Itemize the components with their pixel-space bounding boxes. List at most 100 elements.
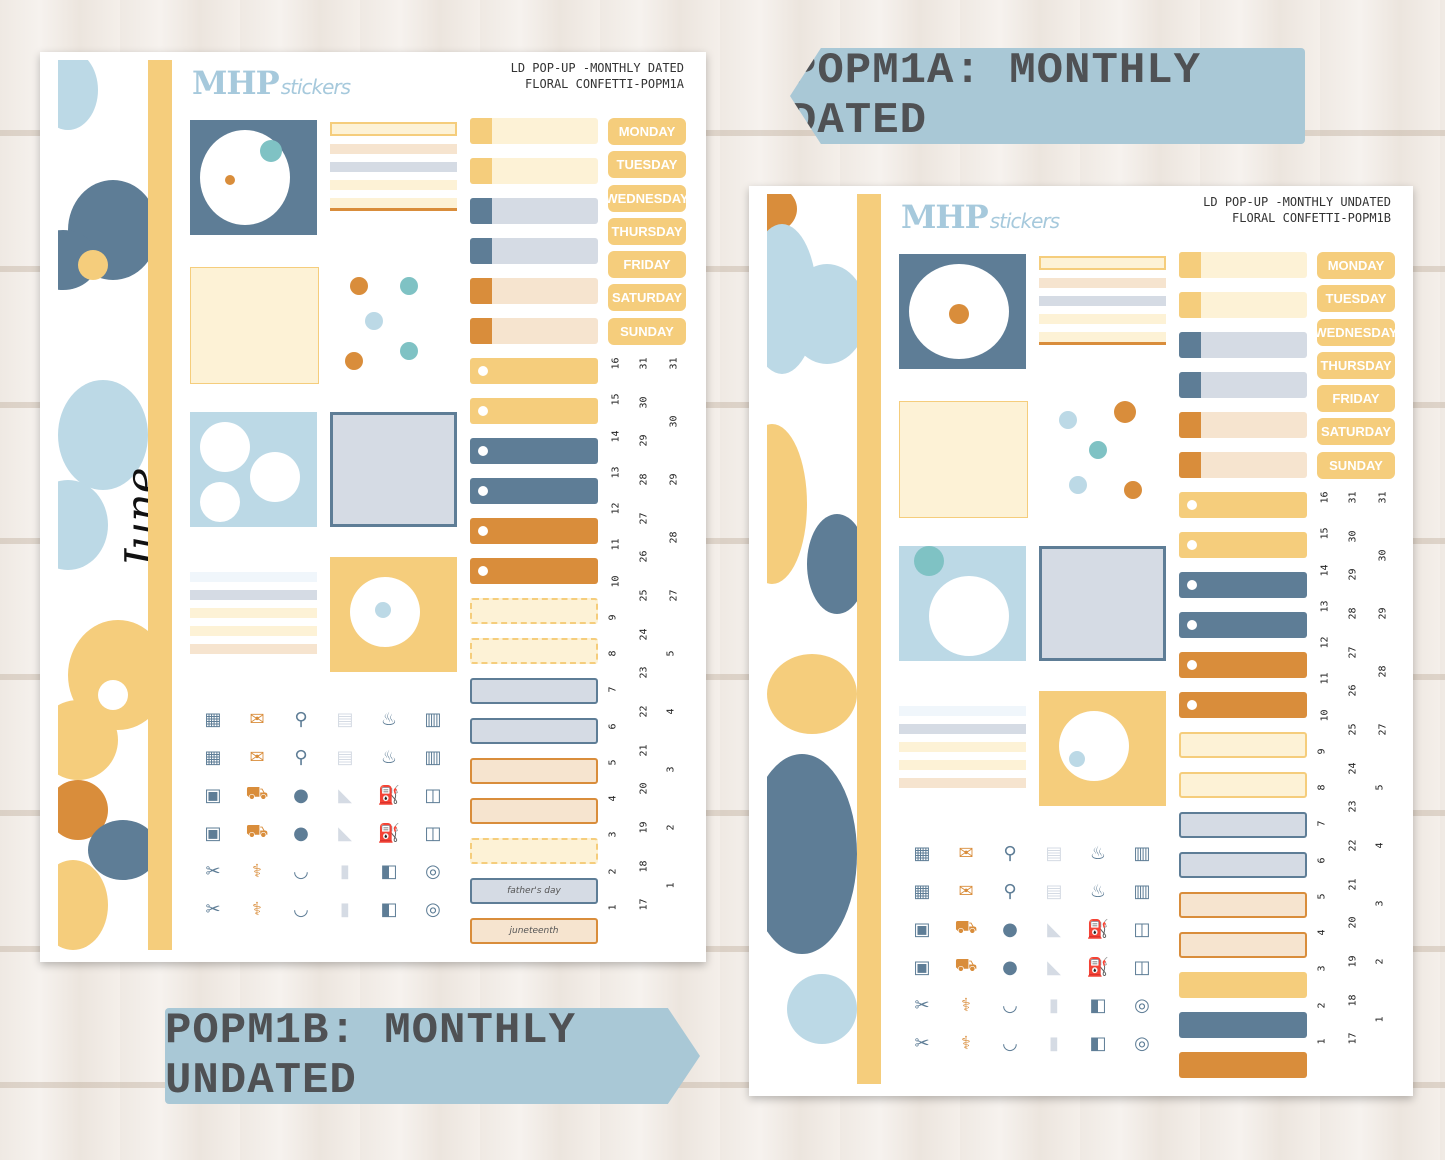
- scale-icon: ▣: [204, 784, 222, 806]
- day-label: THURSDAY: [1317, 351, 1395, 379]
- washer-icon: ◎: [425, 898, 441, 920]
- day-label: MONDAY: [608, 118, 686, 145]
- floral-box-confetti: [1039, 391, 1166, 506]
- book-icon: ▮: [340, 860, 350, 882]
- cart-icon: ⛟: [245, 783, 269, 804]
- striped-box-grey: [1039, 546, 1166, 661]
- luggage-icon: ◧: [380, 898, 398, 920]
- washer-icon: ◎: [425, 860, 441, 882]
- stripe-box-2: [190, 572, 317, 687]
- weekday-labels: MONDAY TUESDAY WEDNESDAY THURSDAY FRIDAY…: [1314, 252, 1398, 485]
- floral-box-yellow: [330, 557, 457, 672]
- date-number: 29: [1347, 568, 1359, 581]
- day-label: FRIDAY: [1317, 385, 1395, 413]
- date-number: 23: [638, 666, 650, 679]
- floral-sidebar: [767, 194, 857, 1084]
- day-label: FRIDAY: [608, 251, 686, 279]
- date-number: 30: [668, 415, 680, 428]
- kettlebell-icon: ⚲: [1003, 842, 1017, 864]
- date-number: 19: [638, 821, 650, 834]
- date-number: 7: [607, 686, 619, 693]
- date-number: 16: [610, 357, 622, 370]
- piggy-bank-icon: ●: [1002, 918, 1018, 940]
- date-number: 27: [1347, 646, 1359, 659]
- day-label: TUESDAY: [608, 151, 686, 179]
- date-number: 11: [610, 538, 622, 551]
- date-number: 4: [607, 795, 619, 802]
- fuel-pump-icon: ⛽: [377, 784, 401, 806]
- day-label: MONDAY: [1317, 252, 1395, 279]
- trash-icon: ▥: [1133, 880, 1151, 902]
- tooth-icon: ◡: [1002, 994, 1018, 1016]
- floral-box-navy: [899, 254, 1026, 369]
- brand-logo: MHP stickers: [901, 198, 1060, 236]
- date-number: 22: [1347, 839, 1359, 852]
- date-number: 16: [1319, 491, 1331, 504]
- date-number: 18: [1347, 994, 1359, 1007]
- cake-icon: ♨: [1089, 880, 1107, 902]
- envelope-icon: ✉: [958, 842, 974, 864]
- day-label: SATURDAY: [1317, 418, 1395, 446]
- date-number: 2: [665, 824, 677, 831]
- date-number: 29: [668, 473, 680, 486]
- cart-icon: ⛟: [954, 917, 978, 938]
- date-number: 5: [607, 759, 619, 766]
- gift-icon: ▦: [204, 746, 222, 768]
- date-number: 27: [1377, 723, 1389, 736]
- scale-icon: ▣: [204, 822, 222, 844]
- date-number: 30: [1347, 530, 1359, 543]
- day-label: THURSDAY: [608, 217, 686, 245]
- sheet-title: LD POP-UP -MONTHLY UNDATED FLORAL CONFET…: [1203, 195, 1391, 225]
- floral-box-navy: [190, 120, 317, 235]
- fuel-pump-icon: ⛽: [377, 822, 401, 844]
- receipt-icon: ▤: [336, 708, 354, 730]
- date-number: 3: [665, 766, 677, 773]
- date-number: 30: [638, 396, 650, 409]
- date-number: 3: [1316, 965, 1328, 972]
- floral-box-confetti: [330, 257, 457, 372]
- floral-box-lightblue: [899, 546, 1026, 661]
- pills-icon: ◫: [424, 822, 442, 844]
- date-number: 5: [1374, 784, 1386, 791]
- floral-box-lightblue: [190, 412, 317, 527]
- scissors-icon: ✂: [914, 994, 930, 1016]
- envelope-icon: ✉: [249, 708, 265, 730]
- striped-box-grey: [330, 412, 457, 527]
- date-number: 27: [668, 589, 680, 602]
- pills-icon: ◫: [1133, 956, 1151, 978]
- date-number: 26: [638, 550, 650, 563]
- luggage-icon: ◧: [1089, 994, 1107, 1016]
- luggage-icon: ◧: [380, 860, 398, 882]
- date-number: 24: [1347, 762, 1359, 775]
- scissors-icon: ✂: [205, 898, 221, 920]
- date-number: 25: [1347, 723, 1359, 736]
- stethoscope-icon: ⚕: [961, 994, 971, 1016]
- scale-icon: ▣: [913, 956, 931, 978]
- date-number: 25: [638, 589, 650, 602]
- trash-icon: ▥: [1133, 842, 1151, 864]
- day-label: WEDNESDAY: [1314, 318, 1398, 346]
- tooth-icon: ◡: [293, 898, 309, 920]
- date-number: 10: [610, 574, 622, 588]
- label-bars: father's day juneteenth: [470, 118, 598, 958]
- scissors-icon: ✂: [914, 1032, 930, 1054]
- floral-sidebar: [58, 60, 148, 950]
- date-number: 17: [638, 898, 650, 911]
- gift-icon: ▦: [913, 842, 931, 864]
- washer-icon: ◎: [1134, 1032, 1150, 1054]
- bar-fathers-day: father's day: [470, 878, 598, 904]
- bar-juneteenth: juneteenth: [470, 918, 598, 944]
- brand-logo: MHP stickers: [192, 64, 351, 102]
- fuel-pump-icon: ⛽: [1086, 956, 1110, 978]
- trash-icon: ▥: [424, 746, 442, 768]
- scissors-icon: ✂: [205, 860, 221, 882]
- date-number: 7: [1316, 820, 1328, 827]
- date-number: 27: [638, 512, 650, 525]
- envelope-icon: ✉: [958, 880, 974, 902]
- date-number: 28: [668, 531, 680, 544]
- envelope-icon: ✉: [249, 746, 265, 768]
- washer-icon: ◎: [1134, 994, 1150, 1016]
- stethoscope-icon: ⚕: [252, 898, 262, 920]
- date-number: 30: [1377, 549, 1389, 562]
- label-bars: [1179, 252, 1307, 1092]
